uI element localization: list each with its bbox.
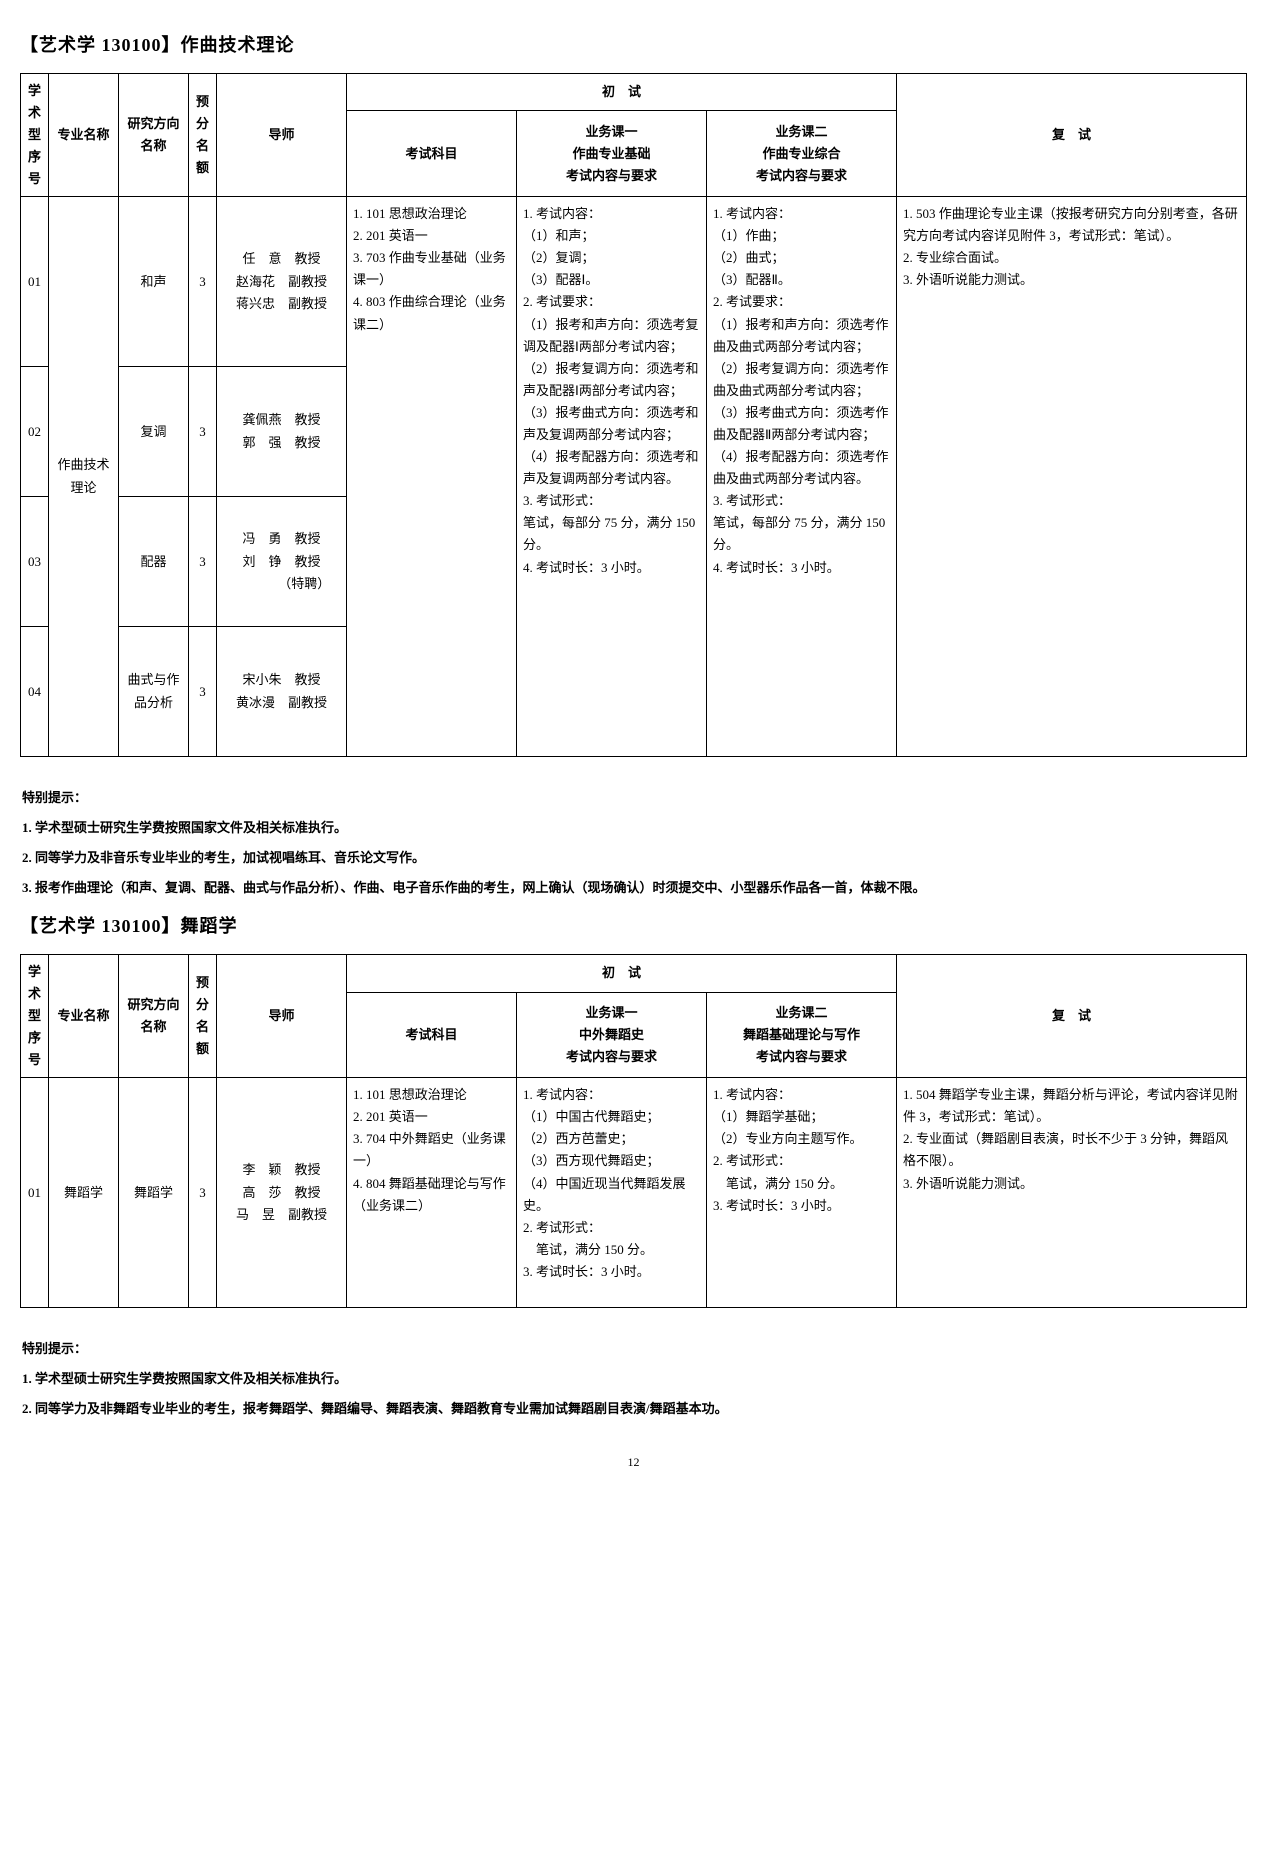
cell-idx: 01	[21, 197, 49, 367]
cell-major: 作曲技术理论	[49, 197, 119, 757]
cell-subjects: 1. 101 思想政治理论 2. 201 英语一 3. 704 中外舞蹈史（业务…	[347, 1078, 517, 1308]
cell-direction: 和声	[119, 197, 189, 367]
cell-tutor: 任 意 教授 赵海花 副教授 蒋兴忠 副教授	[217, 197, 347, 367]
note-line: 2. 同等学力及非音乐专业毕业的考生，加试视唱练耳、音乐论文写作。	[22, 845, 1247, 871]
cell-course2: 1. 考试内容： （1）作曲； （2）曲式； （3）配器Ⅱ。 2. 考试要求： …	[707, 197, 897, 757]
cell-direction: 舞蹈学	[119, 1078, 189, 1308]
cell-quota: 3	[189, 197, 217, 367]
cell-course1: 1. 考试内容： （1）和声； （2）复调； （3）配器Ⅰ。 2. 考试要求： …	[517, 197, 707, 757]
cell-course2: 1. 考试内容： （1）舞蹈学基础； （2）专业方向主题写作。 2. 考试形式：…	[707, 1078, 897, 1308]
section1-notes: 特别提示： 1. 学术型硕士研究生学费按照国家文件及相关标准执行。 2. 同等学…	[22, 785, 1247, 901]
cell-quota: 3	[189, 627, 217, 757]
hdr-idx: 学术型序号	[21, 73, 49, 196]
hdr-subjects: 考试科目	[347, 111, 517, 197]
hdr-quota: 预分名额	[189, 954, 217, 1077]
hdr-major: 专业名称	[49, 954, 119, 1077]
hdr-direction: 研究方向名称	[119, 954, 189, 1077]
cell-tutor: 龚佩燕 教授 郭 强 教授	[217, 367, 347, 497]
cell-tutor: 冯 勇 教授 刘 铮 教授 （特聘）	[217, 497, 347, 627]
cell-idx: 03	[21, 497, 49, 627]
table-dance: 学术型序号 专业名称 研究方向名称 预分名额 导师 初 试 复 试 考试科目 业…	[20, 954, 1247, 1308]
hdr-course1: 业务课一 中外舞蹈史 考试内容与要求	[517, 992, 707, 1078]
cell-direction: 曲式与作品分析	[119, 627, 189, 757]
cell-quota: 3	[189, 497, 217, 627]
hdr-direction: 研究方向名称	[119, 73, 189, 196]
hdr-course1: 业务课一 作曲专业基础 考试内容与要求	[517, 111, 707, 197]
note-line: 3. 报考作曲理论（和声、复调、配器、曲式与作品分析）、作曲、电子音乐作曲的考生…	[22, 875, 1247, 901]
cell-retest: 1. 503 作曲理论专业主课（按报考研究方向分别考查，各研究方向考试内容详见附…	[897, 197, 1247, 757]
page-number: 12	[20, 1452, 1247, 1472]
cell-direction: 配器	[119, 497, 189, 627]
hdr-course2: 业务课二 作曲专业综合 考试内容与要求	[707, 111, 897, 197]
hdr-course2: 业务课二 舞蹈基础理论与写作 考试内容与要求	[707, 992, 897, 1078]
table-row: 01 舞蹈学 舞蹈学 3 李 颖 教授 高 莎 教授 马 昱 副教授 1. 10…	[21, 1078, 1247, 1308]
hdr-quota: 预分名额	[189, 73, 217, 196]
hdr-tutor: 导师	[217, 954, 347, 1077]
hdr-major: 专业名称	[49, 73, 119, 196]
hdr-idx: 学术型序号	[21, 954, 49, 1077]
cell-quota: 3	[189, 1078, 217, 1308]
cell-idx: 01	[21, 1078, 49, 1308]
hdr-prelim: 初 试	[347, 954, 897, 992]
cell-course1: 1. 考试内容： （1）中国古代舞蹈史； （2）西方芭蕾史； （3）西方现代舞蹈…	[517, 1078, 707, 1308]
cell-tutor: 李 颖 教授 高 莎 教授 马 昱 副教授	[217, 1078, 347, 1308]
cell-idx: 04	[21, 627, 49, 757]
cell-idx: 02	[21, 367, 49, 497]
table-row: 01 作曲技术理论 和声 3 任 意 教授 赵海花 副教授 蒋兴忠 副教授 1.…	[21, 197, 1247, 367]
notes-title: 特别提示：	[22, 1336, 1247, 1362]
hdr-retest: 复 试	[897, 954, 1247, 1077]
cell-direction: 复调	[119, 367, 189, 497]
section2-notes: 特别提示： 1. 学术型硕士研究生学费按照国家文件及相关标准执行。 2. 同等学…	[22, 1336, 1247, 1422]
note-line: 1. 学术型硕士研究生学费按照国家文件及相关标准执行。	[22, 1366, 1247, 1392]
cell-subjects: 1. 101 思想政治理论 2. 201 英语一 3. 703 作曲专业基础（业…	[347, 197, 517, 757]
hdr-tutor: 导师	[217, 73, 347, 196]
section1-title: 【艺术学 130100】作曲技术理论	[20, 30, 1247, 61]
cell-quota: 3	[189, 367, 217, 497]
hdr-retest: 复 试	[897, 73, 1247, 196]
table-composition: 学术型序号 专业名称 研究方向名称 预分名额 导师 初 试 复 试 考试科目 业…	[20, 73, 1247, 757]
hdr-subjects: 考试科目	[347, 992, 517, 1078]
cell-major: 舞蹈学	[49, 1078, 119, 1308]
notes-title: 特别提示：	[22, 785, 1247, 811]
section2-title: 【艺术学 130100】舞蹈学	[20, 911, 1247, 942]
cell-tutor: 宋小朱 教授 黄冰漫 副教授	[217, 627, 347, 757]
note-line: 1. 学术型硕士研究生学费按照国家文件及相关标准执行。	[22, 815, 1247, 841]
note-line: 2. 同等学力及非舞蹈专业毕业的考生，报考舞蹈学、舞蹈编导、舞蹈表演、舞蹈教育专…	[22, 1396, 1247, 1422]
cell-retest: 1. 504 舞蹈学专业主课，舞蹈分析与评论，考试内容详见附件 3，考试形式：笔…	[897, 1078, 1247, 1308]
hdr-prelim: 初 试	[347, 73, 897, 111]
